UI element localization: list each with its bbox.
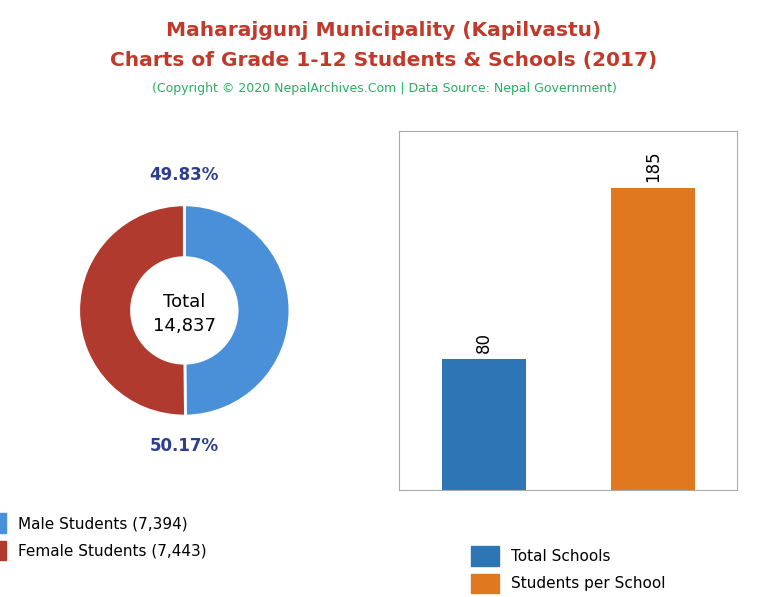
Wedge shape: [79, 205, 185, 416]
Text: Charts of Grade 1-12 Students & Schools (2017): Charts of Grade 1-12 Students & Schools …: [111, 51, 657, 70]
Wedge shape: [184, 205, 290, 416]
Bar: [442, 359, 526, 490]
Text: 50.17%: 50.17%: [150, 436, 219, 454]
Text: 14,837: 14,837: [153, 317, 216, 336]
Text: 185: 185: [644, 150, 662, 182]
Bar: [611, 188, 695, 490]
Text: (Copyright © 2020 NepalArchives.Com | Data Source: Nepal Government): (Copyright © 2020 NepalArchives.Com | Da…: [151, 82, 617, 96]
Text: Maharajgunj Municipality (Kapilvastu): Maharajgunj Municipality (Kapilvastu): [167, 21, 601, 40]
Legend: Male Students (7,394), Female Students (7,443): Male Students (7,394), Female Students (…: [0, 507, 213, 567]
Text: 80: 80: [475, 332, 493, 353]
Text: 49.83%: 49.83%: [150, 167, 219, 184]
Text: Total: Total: [163, 293, 206, 311]
Legend: Total Schools, Students per School: Total Schools, Students per School: [465, 540, 671, 597]
